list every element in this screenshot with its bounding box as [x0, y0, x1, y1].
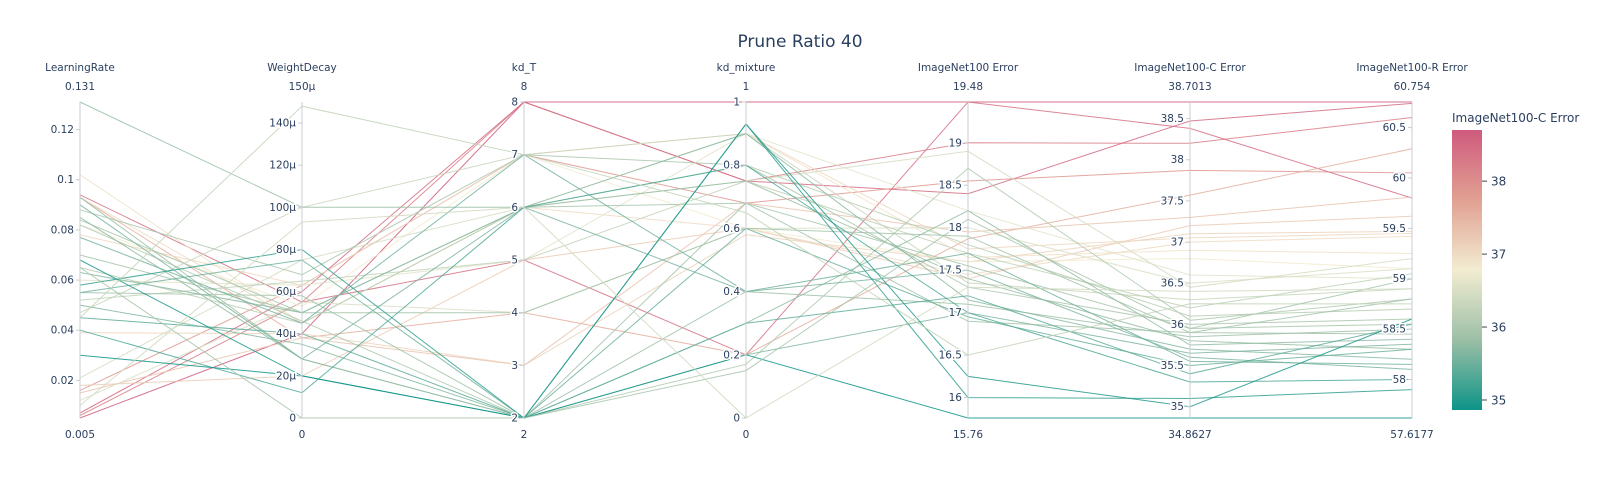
tick-label: 0.8 [723, 160, 740, 172]
axis-min-label: 15.76 [953, 429, 983, 441]
tick-label: 0.12 [51, 124, 74, 136]
axes-layer: LearningRate0.1310.0050.020.040.060.080.… [45, 62, 1468, 441]
tick-label: 0.08 [51, 224, 74, 236]
tick-label: 36 [1171, 319, 1185, 331]
tick-label: 0.06 [51, 275, 75, 287]
tick-label: 60.5 [1383, 122, 1406, 134]
tick-label: 18.5 [939, 180, 962, 192]
axis-min-label: 2 [521, 429, 528, 441]
tick-label: 3 [511, 360, 518, 372]
tick-label: 60µ [276, 286, 296, 298]
tick-label: 140µ [269, 118, 296, 130]
tick-label: 59 [1393, 273, 1406, 285]
tick-label: 19 [949, 137, 962, 149]
colorbar-tick-label: 38 [1491, 175, 1506, 189]
tick-label: 0.02 [51, 375, 74, 387]
axis-label: kd_mixture [717, 62, 776, 74]
tick-label: 37.5 [1161, 195, 1184, 207]
axis-max-label: 1 [743, 81, 750, 93]
colorbar-tick-label: 35 [1491, 393, 1506, 407]
axis-0[interactable]: LearningRate 0.131 0.005 0.02 0.04 0.06 0.08 0.… [45, 62, 115, 441]
tick-label: 0.6 [723, 223, 740, 235]
tick-label: 18 [949, 222, 962, 234]
axis-label: kd_T [512, 62, 537, 74]
tick-label: 0.2 [723, 349, 740, 361]
axis-min-label: 57.6177 [1390, 429, 1433, 441]
axis-label: ImageNet100 Error [918, 62, 1019, 74]
chart-title: Prune Ratio 40 [737, 32, 863, 52]
axis-2[interactable]: kd_T 8 22 3 4 5 6 7 8 [510, 62, 537, 441]
axis-3[interactable]: kd_mixture 1 00 0.2 0.4 0.6 0.8 1 [717, 62, 776, 441]
axis-min-label: 34.8627 [1168, 429, 1211, 441]
tick-label: 100µ [269, 202, 296, 214]
tick-label: 20µ [276, 370, 296, 382]
colorbar-gradient [1452, 130, 1482, 410]
tick-label: 16 [949, 392, 963, 404]
axis-1[interactable]: WeightDecay 150µ 00 20µ 40µ 60µ 80µ 100µ 120µ 140… [267, 62, 337, 441]
colorbar: ImageNet100-C Error 35 36 37 38 [1452, 111, 1579, 410]
axis-5[interactable]: ImageNet100-C Error 38.7013 34.8627 35 35.5 3… [1134, 62, 1246, 441]
tick-label: 36.5 [1161, 278, 1184, 290]
tick-label: 60 [1393, 172, 1406, 184]
tick-label: 38 [1171, 154, 1184, 166]
tick-label: 120µ [269, 160, 296, 172]
axis-max-label: 38.7013 [1168, 81, 1211, 93]
tick-label: 16.5 [939, 350, 962, 362]
axis-label: WeightDecay [267, 62, 337, 74]
tick-label: 59.5 [1383, 223, 1406, 235]
tick-label: 40µ [276, 328, 296, 340]
axis-min-label: 0.005 [65, 429, 95, 441]
axis-max-label: 150µ [289, 81, 316, 93]
tick-label: 0 [289, 413, 296, 425]
colorbar-tick-label: 36 [1491, 321, 1506, 335]
tick-label: 6 [511, 202, 518, 214]
axis-max-label: 60.754 [1394, 81, 1431, 93]
tick-label: 4 [511, 307, 518, 319]
tick-label: 58 [1393, 374, 1406, 386]
axis-min-label: 0 [299, 429, 306, 441]
tick-label: 38.5 [1161, 113, 1184, 125]
tick-label: 35 [1171, 401, 1184, 413]
tick-label: 2 [511, 413, 518, 425]
tick-label: 0.1 [57, 174, 74, 186]
colorbar-title: ImageNet100-C Error [1452, 111, 1579, 125]
axis-min-label: 0 [743, 429, 750, 441]
axis-label: ImageNet100-R Error [1356, 62, 1468, 74]
axis-max-label: 19.48 [953, 81, 983, 93]
tick-label: 5 [511, 255, 518, 267]
axis-label: LearningRate [45, 62, 115, 74]
tick-label: 17.5 [939, 265, 962, 277]
axis-max-label: 0.131 [65, 81, 95, 93]
axis-max-label: 8 [521, 81, 528, 93]
axis-6[interactable]: ImageNet100-R Error 60.754 57.6177 58 58.5 59… [1356, 62, 1468, 441]
tick-label: 8 [511, 97, 518, 109]
axis-4[interactable]: ImageNet100 Error 19.48 15.76 16 16.5 17 17.5 1… [918, 62, 1019, 441]
tick-label: 80µ [276, 244, 296, 256]
tick-label: 35.5 [1161, 360, 1184, 372]
tick-label: 0.4 [723, 286, 740, 298]
tick-label: 0 [733, 413, 740, 425]
axis-label: ImageNet100-C Error [1134, 62, 1246, 74]
tick-label: 37 [1171, 237, 1184, 249]
tick-label: 0.04 [51, 325, 75, 337]
tick-label: 1 [733, 97, 740, 109]
tick-label: 58.5 [1383, 324, 1406, 336]
tick-label: 17 [949, 307, 962, 319]
colorbar-tick-label: 37 [1491, 248, 1506, 262]
tick-label: 7 [511, 149, 518, 161]
